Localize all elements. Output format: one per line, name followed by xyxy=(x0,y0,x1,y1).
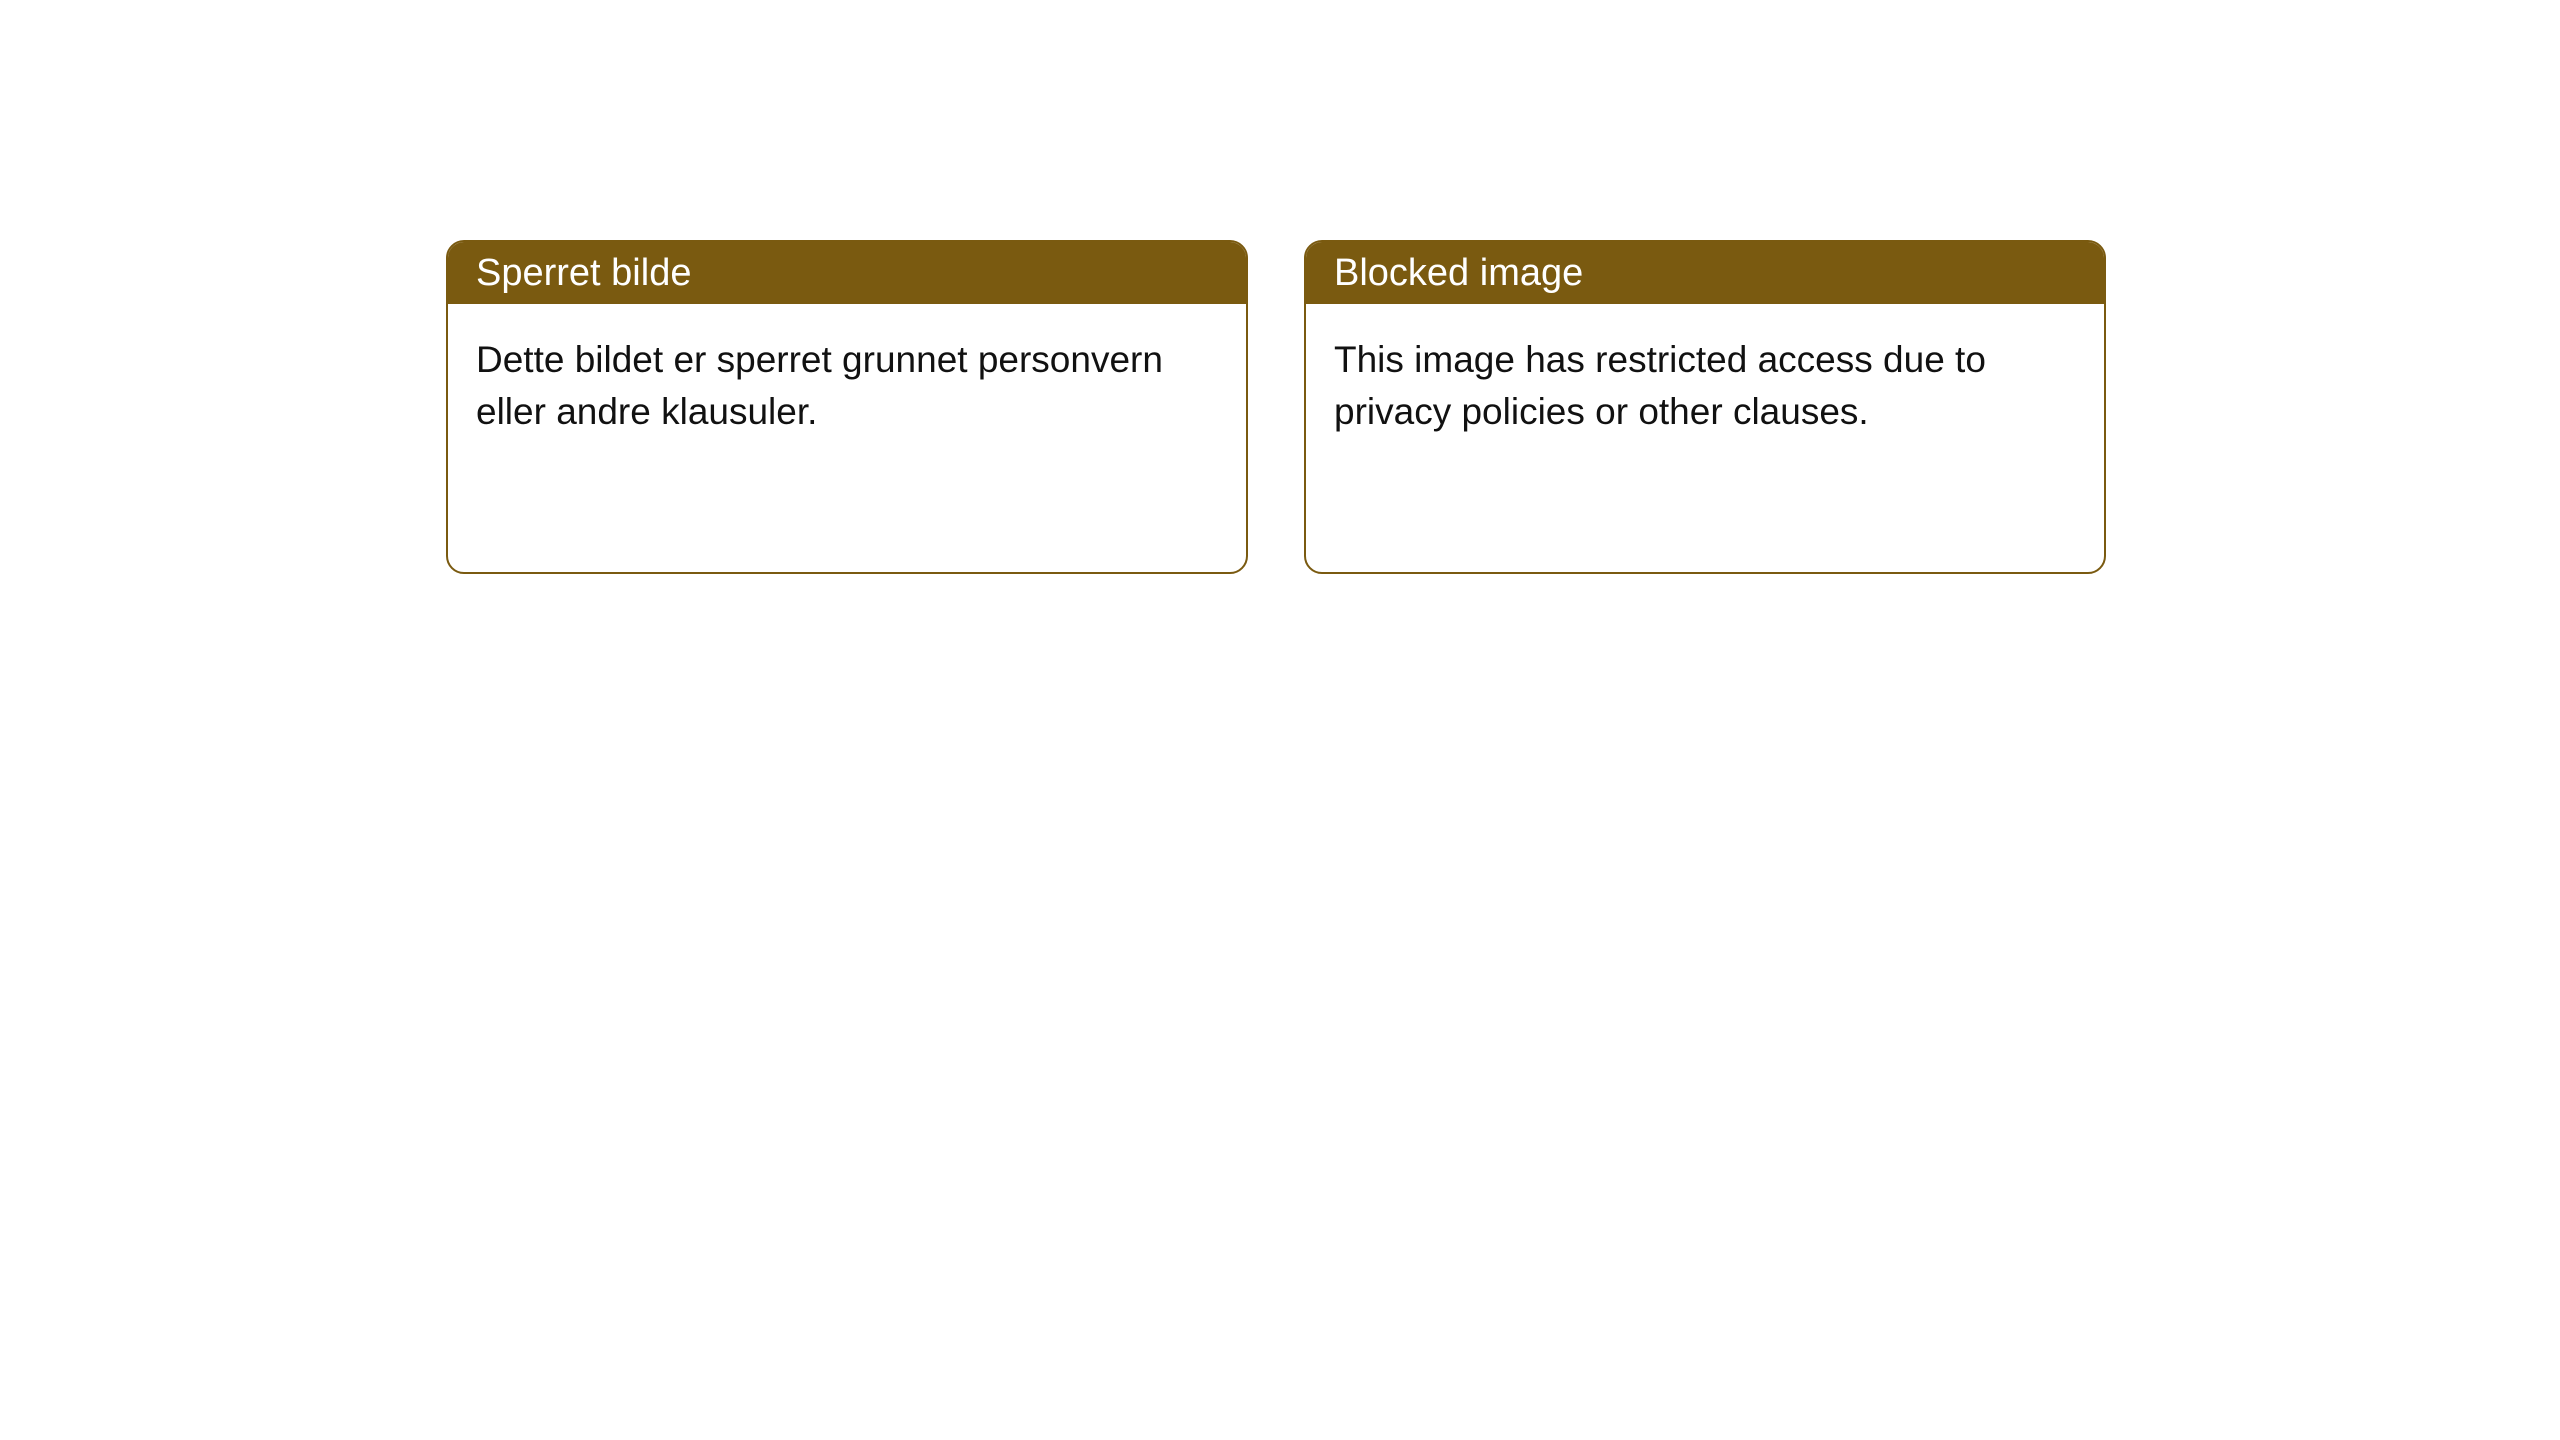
notice-card-english: Blocked image This image has restricted … xyxy=(1304,240,2106,574)
notice-card-norwegian: Sperret bilde Dette bildet er sperret gr… xyxy=(446,240,1248,574)
card-body: Dette bildet er sperret grunnet personve… xyxy=(448,304,1246,468)
card-body-text: This image has restricted access due to … xyxy=(1334,339,1986,432)
card-title: Sperret bilde xyxy=(476,252,691,295)
card-body-text: Dette bildet er sperret grunnet personve… xyxy=(476,339,1163,432)
card-header: Blocked image xyxy=(1306,242,2104,304)
card-header: Sperret bilde xyxy=(448,242,1246,304)
notice-cards-container: Sperret bilde Dette bildet er sperret gr… xyxy=(0,0,2560,574)
card-body: This image has restricted access due to … xyxy=(1306,304,2104,468)
card-title: Blocked image xyxy=(1334,252,1583,295)
